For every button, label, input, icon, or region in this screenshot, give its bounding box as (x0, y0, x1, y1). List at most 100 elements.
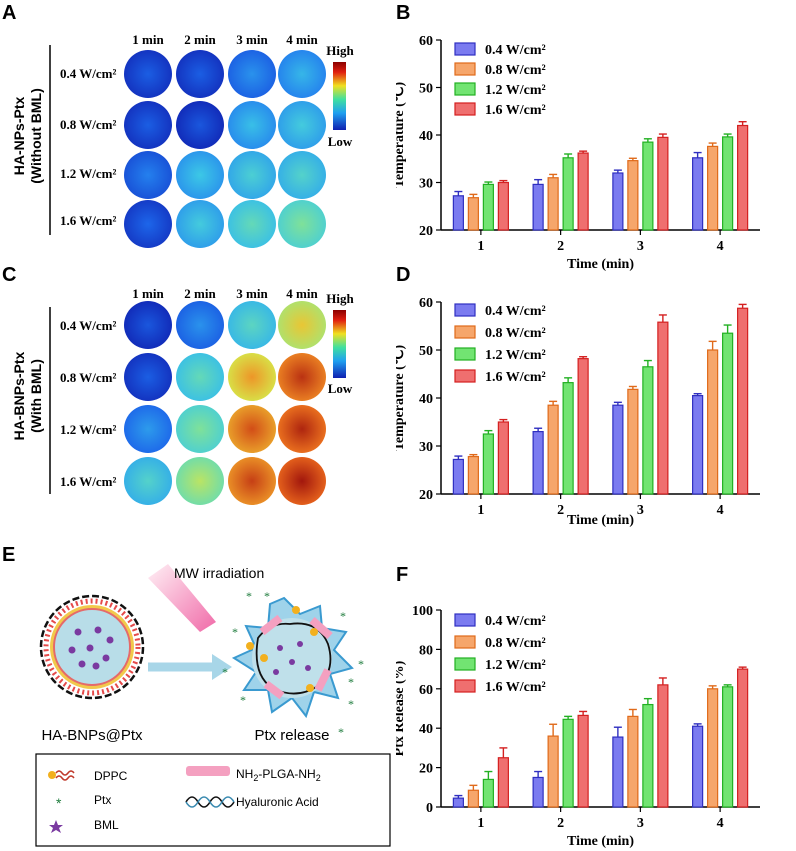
x-tick-label: 1 (477, 503, 484, 518)
heatmap-well (278, 457, 326, 505)
heatmap-well (124, 101, 172, 149)
heatmap-well (228, 101, 276, 149)
nanoparticle-right: * * * * * * * * * * (222, 589, 364, 739)
legend-label: 1.2 W/cm² (485, 83, 546, 98)
power-label: 0.8 W/cm² (60, 370, 116, 385)
heatmap-well (228, 301, 276, 349)
legend-swatch (454, 62, 476, 76)
bar (452, 797, 464, 808)
schematic-legend (35, 753, 391, 847)
bar (642, 141, 654, 231)
heatmap-well (176, 200, 224, 248)
legend-swatch (454, 613, 476, 627)
plga-icon (186, 766, 230, 776)
y-tick-label: 20 (419, 762, 433, 777)
bar (707, 349, 719, 495)
time-label: 3 min (236, 286, 268, 301)
y-tick-label: 50 (419, 82, 433, 97)
y-tick-label: 40 (419, 722, 433, 737)
bar (692, 395, 704, 495)
group-label-c-1: HA-BNPs-Ptx (11, 351, 27, 440)
time-label: 4 min (286, 32, 318, 47)
bar (467, 455, 479, 495)
bar (562, 718, 574, 808)
x-tick-label: 3 (637, 503, 644, 518)
heatmap-well (228, 200, 276, 248)
bar (532, 183, 544, 231)
legend-swatch (454, 303, 476, 317)
bar (612, 172, 624, 231)
bar (547, 404, 559, 495)
heatmap-well (176, 151, 224, 199)
heatmap-well (176, 50, 224, 98)
y-tick-label: 20 (419, 224, 433, 239)
svg-text:*: * (348, 697, 354, 711)
x-axis-label: Time (min) (567, 834, 634, 849)
bar (577, 358, 589, 495)
heatmap-well (278, 151, 326, 199)
group-label-a-2: (Without BML) (28, 88, 44, 184)
legend-label: 1.2 W/cm² (485, 348, 546, 363)
legend-dppc: DPPC (94, 769, 128, 783)
nanoparticle-left (39, 594, 145, 700)
legend-swatch (454, 635, 476, 649)
bar (692, 157, 704, 231)
heatmap-well (176, 457, 224, 505)
legend-swatch (454, 679, 476, 693)
time-label: 2 min (184, 32, 216, 47)
heatmap-well (228, 151, 276, 199)
bar (612, 736, 624, 808)
heatmap-well (124, 200, 172, 248)
y-tick-label: 60 (419, 34, 433, 49)
x-tick-label: 4 (717, 816, 724, 831)
bar (577, 714, 589, 808)
heatmap-well (176, 405, 224, 453)
bar (547, 735, 559, 808)
left-caption: HA-BNPs@Ptx (41, 727, 143, 744)
bar (737, 124, 749, 231)
bar (497, 181, 509, 231)
bar (722, 136, 734, 231)
color-scale-bar (333, 310, 346, 378)
legend-plga: NH2-PLGA-NH2 (236, 767, 321, 783)
y-tick-label: 30 (419, 440, 433, 455)
power-label: 1.2 W/cm² (60, 422, 116, 437)
y-tick-label: 100 (412, 604, 433, 619)
scale-high-label: High (326, 291, 354, 306)
bar (707, 145, 719, 231)
time-label: 3 min (236, 32, 268, 47)
bar (577, 152, 589, 231)
svg-text:*: * (240, 693, 246, 707)
chart-d: 20 30 40 50 60 1 2 3 4 Time (min) Temperature (℃) 0… (396, 296, 760, 528)
y-tick-label: 20 (419, 488, 433, 503)
svg-text:*: * (222, 665, 228, 679)
y-tick-label: 30 (419, 177, 433, 192)
group-label-c-2: (With BML) (28, 359, 44, 433)
bar (482, 778, 494, 808)
bar (562, 157, 574, 231)
bar (737, 668, 749, 808)
bar (452, 458, 464, 495)
svg-text:*: * (264, 589, 270, 603)
legend-label: 0.8 W/cm² (485, 636, 546, 651)
x-tick-label: 4 (717, 239, 724, 254)
y-tick-label: 50 (419, 344, 433, 359)
bar (467, 789, 479, 808)
legend-swatch (454, 42, 476, 56)
ptx-icon: * (56, 795, 62, 811)
chart-b: 20 30 40 50 60 1 2 3 4 Time (min) Temperature (℃) 0… (396, 34, 760, 272)
svg-text:*: * (358, 657, 364, 671)
panel-label-e: E (2, 544, 16, 566)
legend-label: 0.4 W/cm² (485, 304, 546, 319)
group-label-a-1: HA-NPs-Ptx (11, 97, 27, 176)
legend-label: 1.2 W/cm² (485, 658, 546, 673)
legend-ha: Hyaluronic Acid (236, 795, 319, 809)
legend-bml: BML (94, 818, 119, 832)
legend-label: 0.4 W/cm² (485, 614, 546, 629)
time-label: 1 min (132, 32, 164, 47)
bar (642, 366, 654, 495)
time-label: 2 min (184, 286, 216, 301)
chart-f: 0 20 40 60 80 100 1 2 3 4 Time (min) Ptx Release (%… (396, 604, 760, 849)
y-tick-label: 40 (419, 392, 433, 407)
heatmap-well (124, 50, 172, 98)
